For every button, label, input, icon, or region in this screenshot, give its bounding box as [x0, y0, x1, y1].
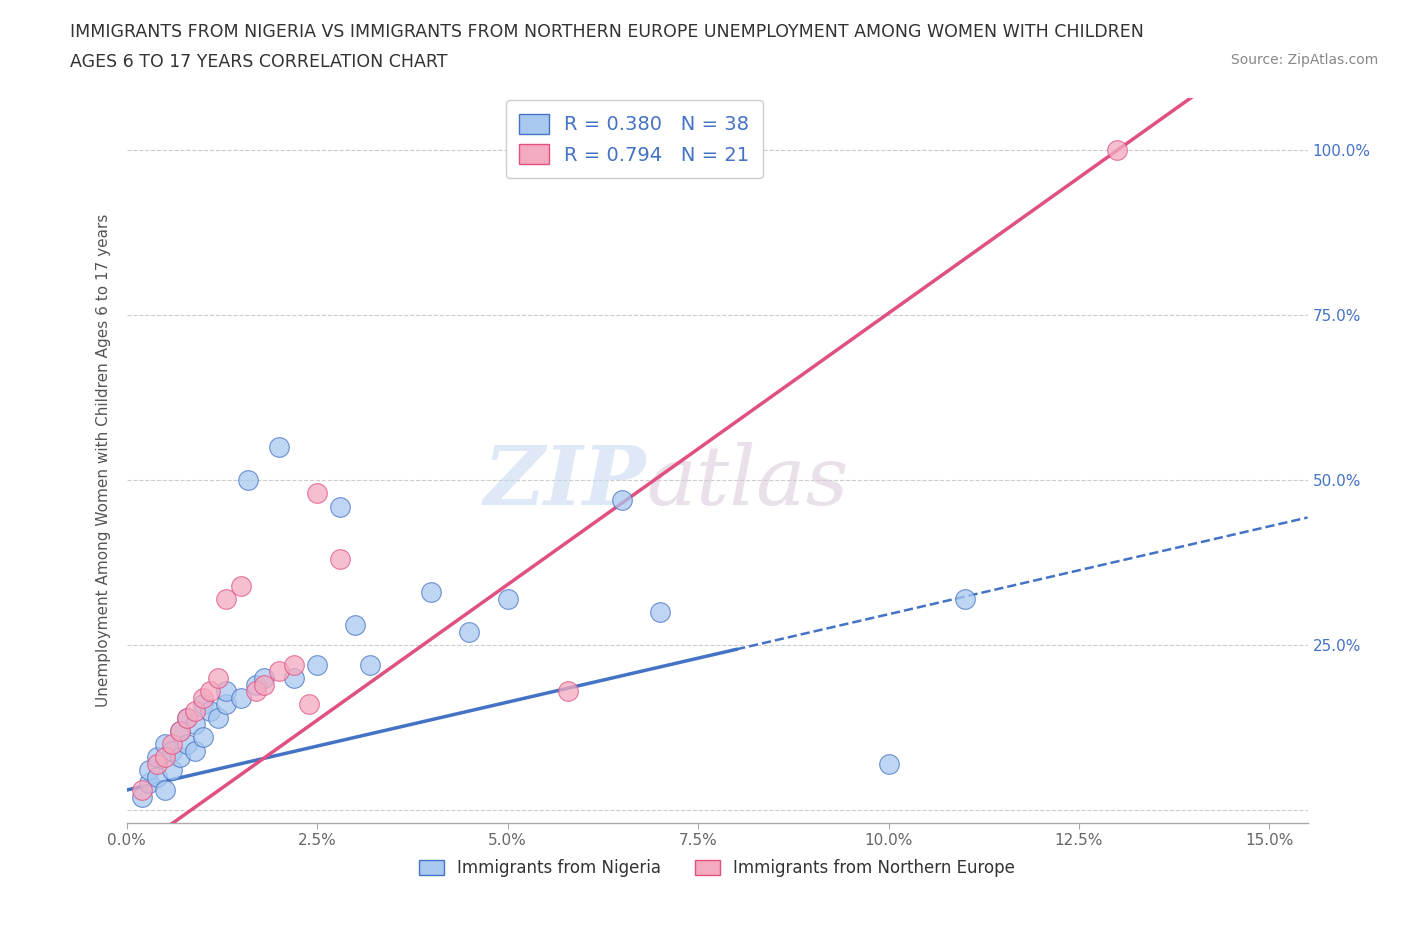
Text: IMMIGRANTS FROM NIGERIA VS IMMIGRANTS FROM NORTHERN EUROPE UNEMPLOYMENT AMONG WO: IMMIGRANTS FROM NIGERIA VS IMMIGRANTS FR… — [70, 23, 1144, 41]
Point — [496, 591, 519, 606]
Point — [214, 591, 236, 606]
Point — [191, 730, 214, 745]
Point — [329, 551, 352, 566]
Point — [169, 724, 191, 738]
Point — [877, 756, 900, 771]
Point — [162, 737, 184, 751]
Point — [238, 472, 260, 487]
Point — [253, 671, 276, 685]
Point — [131, 783, 153, 798]
Point — [131, 790, 153, 804]
Point — [146, 769, 169, 784]
Point — [245, 677, 267, 692]
Point — [953, 591, 976, 606]
Point — [420, 585, 443, 600]
Point — [267, 664, 290, 679]
Legend: Immigrants from Nigeria, Immigrants from Northern Europe: Immigrants from Nigeria, Immigrants from… — [412, 852, 1022, 883]
Point — [229, 690, 252, 705]
Text: ZIP: ZIP — [484, 442, 647, 522]
Point — [359, 658, 381, 672]
Point — [146, 750, 169, 764]
Point — [162, 763, 184, 777]
Point — [283, 658, 305, 672]
Point — [305, 658, 328, 672]
Point — [184, 717, 207, 732]
Text: Source: ZipAtlas.com: Source: ZipAtlas.com — [1230, 53, 1378, 67]
Point — [184, 743, 207, 758]
Point — [146, 756, 169, 771]
Point — [191, 697, 214, 711]
Point — [138, 776, 160, 790]
Point — [176, 737, 198, 751]
Point — [267, 440, 290, 455]
Point — [176, 711, 198, 725]
Point — [283, 671, 305, 685]
Point — [207, 711, 229, 725]
Text: AGES 6 TO 17 YEARS CORRELATION CHART: AGES 6 TO 17 YEARS CORRELATION CHART — [70, 53, 447, 71]
Point — [169, 724, 191, 738]
Point — [200, 703, 222, 718]
Point — [648, 604, 671, 619]
Point — [1107, 143, 1129, 158]
Point — [214, 697, 236, 711]
Point — [153, 750, 176, 764]
Point — [305, 485, 328, 500]
Point — [329, 499, 352, 514]
Point — [458, 624, 481, 639]
Point — [162, 743, 184, 758]
Point — [191, 690, 214, 705]
Point — [200, 684, 222, 698]
Point — [610, 493, 633, 508]
Point — [169, 750, 191, 764]
Point — [153, 783, 176, 798]
Point — [153, 737, 176, 751]
Text: atlas: atlas — [647, 442, 849, 522]
Point — [214, 684, 236, 698]
Point — [138, 763, 160, 777]
Y-axis label: Unemployment Among Women with Children Ages 6 to 17 years: Unemployment Among Women with Children A… — [96, 214, 111, 707]
Point — [184, 703, 207, 718]
Point — [253, 677, 276, 692]
Point — [229, 578, 252, 593]
Point — [344, 618, 367, 632]
Point — [207, 671, 229, 685]
Point — [557, 684, 579, 698]
Point — [176, 711, 198, 725]
Point — [298, 697, 321, 711]
Point — [245, 684, 267, 698]
